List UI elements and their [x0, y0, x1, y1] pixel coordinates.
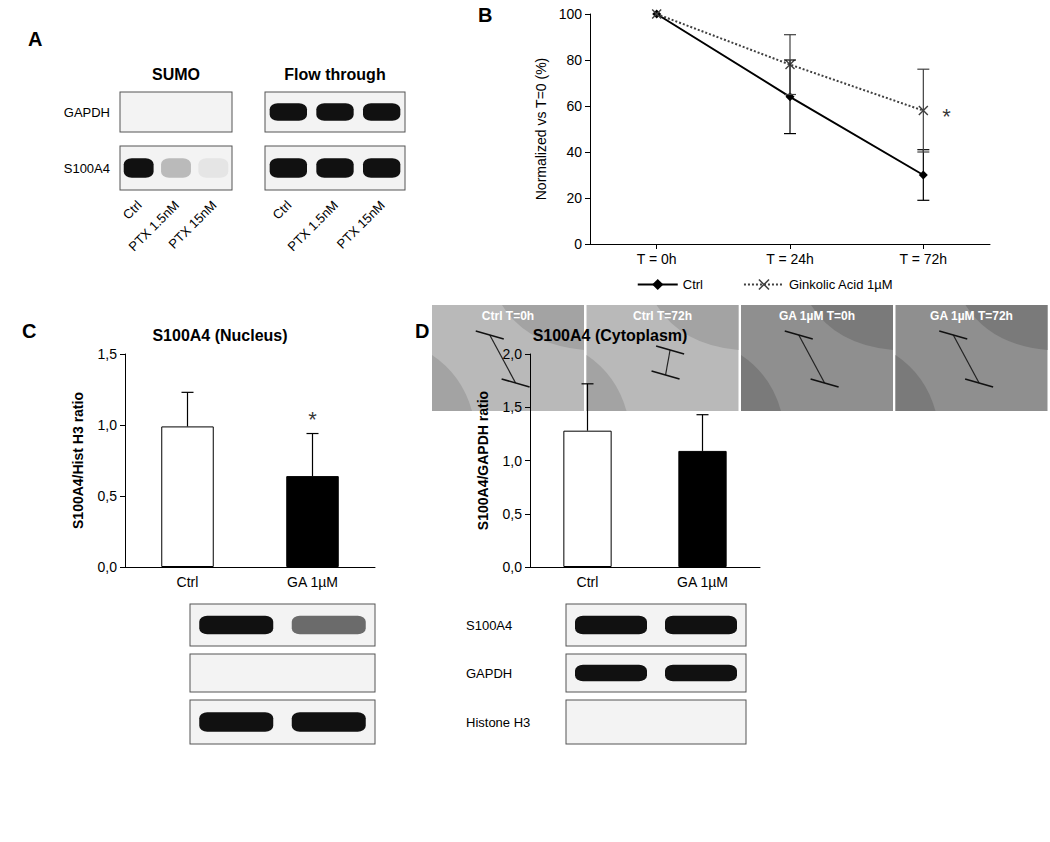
svg-text:80: 80	[566, 52, 582, 68]
svg-text:0,5: 0,5	[503, 506, 523, 522]
svg-text:S100A4/GAPDH ratio: S100A4/GAPDH ratio	[475, 391, 491, 530]
svg-text:Flow through: Flow through	[284, 66, 385, 83]
svg-text:GAPDH: GAPDH	[466, 666, 512, 681]
svg-text:0: 0	[574, 236, 582, 252]
svg-text:PTX 1.5nM: PTX 1.5nM	[125, 197, 183, 255]
svg-text:S100A4: S100A4	[466, 618, 512, 633]
svg-text:0,0: 0,0	[503, 559, 523, 575]
svg-text:1,5: 1,5	[503, 399, 523, 415]
svg-text:GA 1µM: GA 1µM	[677, 574, 728, 590]
svg-text:Ctrl: Ctrl	[683, 277, 703, 292]
svg-text:S100A4 (Nucleus): S100A4 (Nucleus)	[152, 327, 287, 344]
svg-text:60: 60	[566, 98, 582, 114]
svg-text:S100A4 (Cytoplasm): S100A4 (Cytoplasm)	[533, 327, 688, 344]
svg-text:T = 0h: T = 0h	[637, 251, 677, 267]
svg-text:Histone H3: Histone H3	[466, 715, 530, 730]
svg-text:40: 40	[566, 144, 582, 160]
svg-text:0,5: 0,5	[98, 488, 118, 504]
html-text:D: D	[415, 320, 430, 342]
svg-text:T = 72h: T = 72h	[900, 251, 948, 267]
svg-text:PTX 1.5nM: PTX 1.5nM	[285, 198, 342, 255]
svg-text:Ginkolic Acid 1µM: Ginkolic Acid 1µM	[789, 277, 893, 292]
svg-text:S100A4: S100A4	[64, 161, 110, 176]
svg-text:T = 24h: T = 24h	[766, 251, 814, 267]
svg-text:100: 100	[559, 6, 583, 22]
svg-text:1,0: 1,0	[503, 453, 523, 469]
svg-text:PTX 15nM: PTX 15nM	[165, 198, 219, 252]
svg-text:Ctrl T=0h: Ctrl T=0h	[482, 309, 534, 323]
svg-text:*: *	[942, 104, 951, 129]
svg-text:Ctrl T=72h: Ctrl T=72h	[633, 309, 692, 323]
svg-text:Ctrl: Ctrl	[577, 574, 599, 590]
svg-text:GA 1µM T=72h: GA 1µM T=72h	[930, 309, 1013, 323]
svg-text:Normalized vs T=0 (%): Normalized vs T=0 (%)	[533, 58, 549, 201]
svg-text:S100A4/Hist H3 ratio: S100A4/Hist H3 ratio	[70, 392, 86, 529]
svg-text:*: *	[308, 407, 317, 432]
svg-text:SUMO: SUMO	[152, 66, 200, 83]
html-text:A: A	[28, 28, 43, 50]
svg-text:Ctrl: Ctrl	[270, 197, 295, 222]
html-text:C: C	[22, 320, 37, 342]
svg-text:20: 20	[566, 190, 582, 206]
svg-text:Ctrl: Ctrl	[120, 197, 145, 222]
svg-text:2,0: 2,0	[503, 346, 523, 362]
svg-text:PTX 15nM: PTX 15nM	[334, 198, 388, 252]
html-text:B: B	[478, 4, 493, 26]
svg-text:1,0: 1,0	[98, 417, 118, 433]
svg-text:0,0: 0,0	[98, 559, 118, 575]
svg-text:Ctrl: Ctrl	[177, 574, 199, 590]
svg-text:1,5: 1,5	[98, 346, 118, 362]
svg-text:GA 1µM: GA 1µM	[287, 574, 338, 590]
svg-text:GAPDH: GAPDH	[64, 105, 110, 120]
svg-text:GA 1µM T=0h: GA 1µM T=0h	[779, 309, 855, 323]
